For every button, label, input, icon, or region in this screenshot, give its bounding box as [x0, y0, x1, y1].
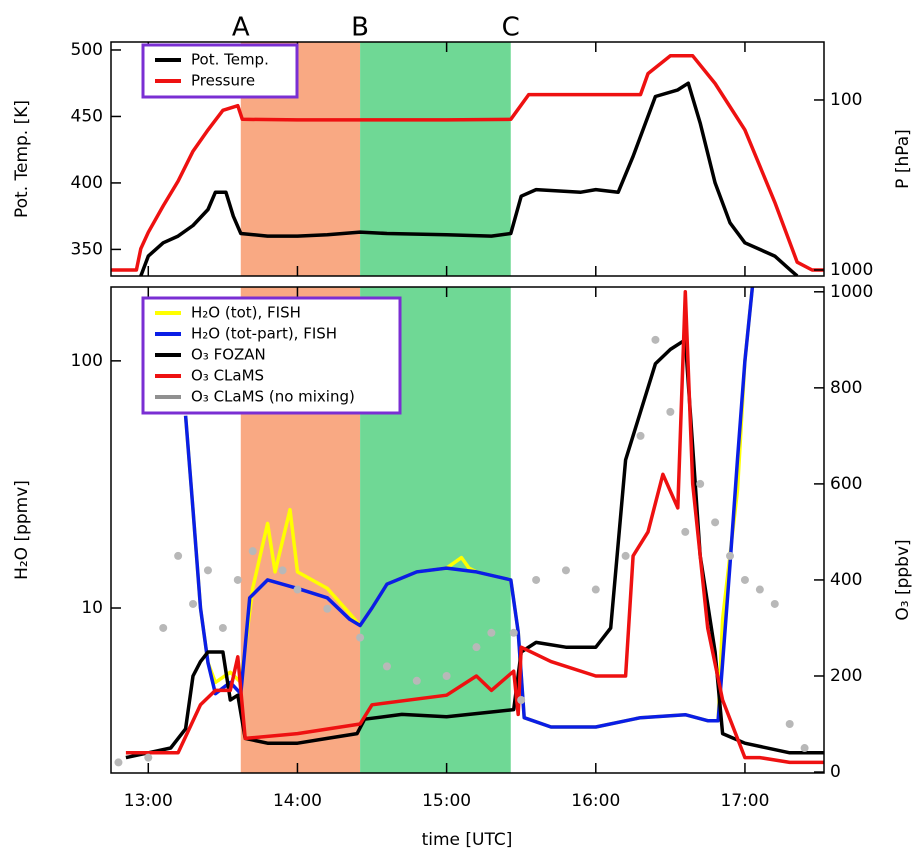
data-point — [509, 628, 518, 637]
legend: H₂O (tot), FISH H₂O (tot-part), FISH O₃ FO… — [141, 296, 402, 415]
y-tick-label: 400 — [71, 173, 103, 193]
data-point — [174, 551, 183, 560]
y2-tick-label: 100 — [830, 90, 862, 110]
y2-tick-label: 1000 — [830, 282, 873, 302]
x-tick-label: 16:00 — [571, 791, 620, 811]
series-line — [125, 290, 824, 765]
data-point — [356, 633, 365, 642]
y-tick-label: 500 — [71, 40, 103, 60]
region-label: A — [232, 13, 250, 43]
y-tick-label: 350 — [71, 239, 103, 259]
data-point — [412, 676, 421, 685]
data-point — [681, 527, 690, 536]
series-line — [139, 81, 799, 276]
data-layer — [111, 54, 824, 276]
data-point — [382, 662, 391, 671]
data-point — [726, 551, 735, 560]
data-point — [323, 604, 332, 613]
data-point — [561, 566, 570, 575]
plot-frame — [110, 286, 825, 774]
plot-frame — [110, 41, 825, 277]
x-tick-label: 17:00 — [720, 791, 769, 811]
x-tick-label: 15:00 — [422, 791, 471, 811]
data-point — [696, 479, 705, 488]
y-tick-label: 10 — [81, 598, 103, 618]
legend-box — [141, 43, 299, 99]
data-point — [740, 575, 749, 584]
data-point — [636, 431, 645, 440]
shaded-region — [360, 42, 511, 276]
data-point — [755, 585, 764, 594]
data-point — [591, 585, 600, 594]
y2-tick-label: 200 — [830, 666, 862, 686]
data-point — [114, 758, 123, 767]
series-line — [111, 54, 824, 272]
data-point — [159, 623, 168, 632]
data-point — [442, 671, 451, 680]
x-tick-label: 13:00 — [124, 791, 173, 811]
data-point — [203, 566, 212, 575]
legend: Pot. Temp. Pressure — [141, 43, 299, 99]
data-layer — [114, 287, 824, 767]
x-tick-label: 14:00 — [273, 791, 322, 811]
legend-label: Pressure — [191, 72, 255, 90]
data-point — [651, 335, 660, 344]
y2-tick-label: 600 — [830, 474, 862, 494]
y-tick-label: 100 — [71, 351, 103, 371]
region-label: C — [502, 13, 520, 43]
legend-label: H₂O (tot-part), FISH — [191, 325, 337, 343]
legend-label: O₃ CLaMS — [191, 367, 264, 385]
data-point — [532, 575, 541, 584]
y2-tick-label: 1000 — [830, 260, 873, 280]
legend-label: O₃ FOZAN — [191, 346, 266, 364]
y-tick-label: 450 — [71, 106, 103, 126]
legend-box — [141, 296, 402, 415]
y2-tick-label: 400 — [830, 570, 862, 590]
legend-label: O₃ CLaMS (no mixing) — [191, 388, 355, 406]
data-point — [144, 753, 153, 762]
data-point — [785, 720, 794, 729]
y-axis-title: H₂O [ppmv] — [12, 480, 32, 580]
x-axis-title: time [UTC] — [422, 830, 513, 850]
legend-label: H₂O (tot), FISH — [191, 304, 301, 322]
legend-label: Pot. Temp. — [191, 51, 269, 69]
data-point — [517, 696, 526, 705]
region-label: B — [351, 13, 369, 43]
y2-tick-label: 0 — [830, 762, 841, 782]
y-axis-title: Pot. Temp. [K] — [12, 100, 32, 218]
data-point — [248, 547, 257, 556]
data-point — [711, 518, 720, 527]
data-point — [218, 623, 227, 632]
data-point — [293, 585, 302, 594]
data-point — [487, 628, 496, 637]
top-panel: A B C 350 400 450 500 100 1000 Pot. Temp. Pressure — [71, 13, 874, 280]
data-point — [472, 643, 481, 652]
y2-axis-title: O₃ [ppbv] — [893, 539, 913, 620]
data-point — [770, 599, 779, 608]
data-point — [189, 599, 198, 608]
y2-tick-label: 800 — [830, 378, 862, 398]
y2-axis-title: P [hPa] — [893, 129, 913, 189]
data-point — [621, 551, 630, 560]
data-point — [278, 566, 287, 575]
data-point — [666, 407, 675, 416]
data-point — [233, 575, 242, 584]
data-point — [800, 744, 809, 753]
